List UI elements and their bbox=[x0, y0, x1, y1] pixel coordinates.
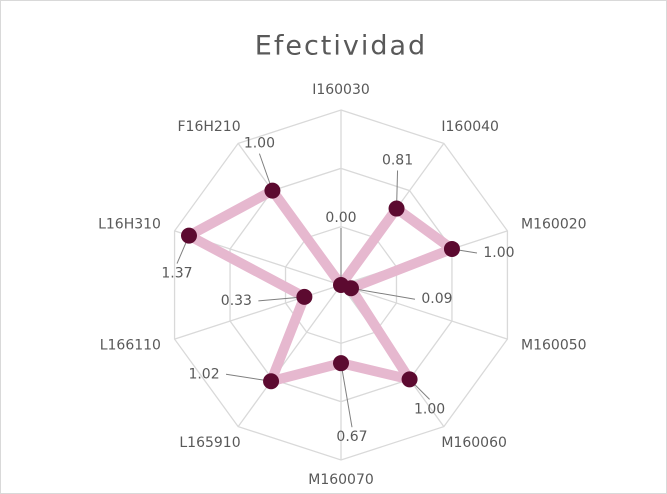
marker bbox=[443, 240, 460, 257]
marker bbox=[342, 280, 359, 297]
data-label: 1.00 bbox=[244, 136, 275, 152]
marker bbox=[264, 182, 281, 199]
category-label: F16H210 bbox=[177, 119, 240, 135]
data-label: 0.33 bbox=[221, 293, 252, 309]
leader-line bbox=[340, 363, 353, 428]
category-label: M160050 bbox=[521, 337, 587, 353]
category-label: L165910 bbox=[179, 435, 240, 451]
category-label: M160070 bbox=[308, 472, 374, 488]
category-label: M160060 bbox=[441, 435, 507, 451]
data-label: 1.00 bbox=[414, 401, 445, 417]
category-label: L16H310 bbox=[98, 217, 161, 233]
data-label: 1.37 bbox=[161, 266, 192, 282]
spoke bbox=[237, 284, 342, 427]
chart-title: Efectividad bbox=[255, 31, 427, 62]
marker bbox=[296, 288, 313, 305]
data-label: 0.81 bbox=[382, 153, 413, 169]
marker bbox=[263, 373, 280, 390]
marker bbox=[401, 371, 418, 388]
marker bbox=[333, 355, 349, 372]
spoke bbox=[174, 284, 342, 340]
data-label: 0.09 bbox=[421, 291, 452, 307]
leader-line bbox=[350, 287, 416, 300]
category-label: I160040 bbox=[441, 119, 499, 135]
category-label: M160020 bbox=[521, 217, 587, 233]
data-label: 1.02 bbox=[188, 366, 219, 382]
category-label: L166110 bbox=[100, 337, 161, 353]
category-label: I160030 bbox=[312, 82, 370, 98]
data-label: 0.00 bbox=[325, 210, 356, 226]
marker bbox=[180, 227, 197, 244]
marker bbox=[388, 200, 405, 217]
data-label: 0.67 bbox=[336, 429, 367, 445]
data-label: 1.00 bbox=[483, 245, 514, 261]
spoke bbox=[340, 284, 508, 340]
